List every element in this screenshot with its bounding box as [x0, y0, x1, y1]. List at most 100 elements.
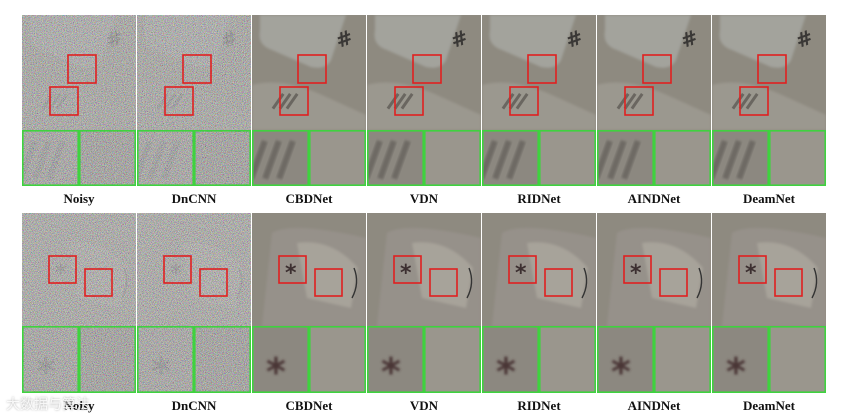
panel-deamnet-row2: * * DeamNet — [711, 213, 826, 413]
key-symbol: # — [677, 25, 701, 53]
zoom-inset — [309, 130, 366, 186]
roi-box — [774, 268, 803, 297]
roi-box — [297, 54, 327, 84]
svg-text:*: * — [496, 350, 516, 394]
zoom-inset: * — [137, 326, 194, 393]
roi-box — [199, 268, 228, 297]
roi-box — [182, 54, 212, 84]
zoom-inset — [654, 326, 711, 393]
zoom-inset — [769, 326, 826, 393]
label-cbdnet: CBDNet — [286, 398, 334, 413]
roi-box — [49, 86, 79, 116]
roi-box — [624, 86, 654, 116]
label-noisy: Noisy — [63, 191, 95, 206]
roi-box — [279, 86, 309, 116]
roi-box — [164, 86, 194, 116]
scene-image: # — [712, 15, 826, 130]
zoom-inset — [654, 130, 711, 186]
roi-box — [527, 54, 557, 84]
zoom-inset — [137, 130, 194, 186]
panel-noisy-row1: # Noisy — [21, 15, 137, 206]
scene-image: * — [482, 213, 596, 326]
zoom-inset — [252, 130, 309, 186]
scene-image: # — [22, 15, 136, 130]
roi-box — [67, 54, 97, 84]
zoom-inset: * — [22, 326, 79, 393]
label-aindnet: AINDNet — [628, 191, 681, 206]
scene-image: * — [252, 213, 366, 326]
roi-box — [278, 255, 307, 284]
key-symbol: * — [285, 261, 297, 286]
scene-image: * — [597, 213, 711, 326]
scene-image: * — [367, 213, 481, 326]
zoom-inset — [194, 326, 251, 393]
panel-dncnn-row1: # DnCNN — [137, 15, 252, 206]
scene-image: * — [712, 213, 826, 326]
roi-box — [48, 255, 77, 284]
roi-box — [393, 255, 422, 284]
roi-box — [659, 268, 688, 297]
zoom-inset — [22, 130, 79, 186]
roi-box — [314, 268, 343, 297]
svg-text:*: * — [266, 350, 286, 394]
zoom-inset — [367, 130, 424, 186]
key-symbol: * — [515, 261, 527, 286]
panel-ridnet-row2: **RIDNet — [481, 213, 596, 413]
zoom-inset — [712, 130, 769, 186]
label-cbdnet: CBDNet — [286, 191, 334, 206]
scene-image: # — [252, 15, 366, 130]
label-ridnet: RIDNet — [517, 398, 561, 413]
scene-image: # — [367, 15, 481, 130]
key-symbol: * — [745, 261, 757, 286]
zoom-inset — [424, 326, 481, 393]
key-symbol: # — [792, 25, 816, 53]
scene-image: # — [597, 15, 711, 130]
panel-ridnet-row1: # RIDNet — [481, 15, 596, 206]
label-dncnn: DnCNN — [172, 398, 217, 413]
key-symbol: # — [562, 25, 586, 53]
label-ridnet: RIDNet — [517, 191, 561, 206]
panel-noisy-row2: ** Noisy — [21, 213, 137, 413]
zoom-inset — [79, 326, 136, 393]
key-symbol: * — [630, 261, 642, 286]
key-symbol: # — [447, 25, 471, 53]
roi-box — [394, 86, 424, 116]
zoom-inset — [482, 130, 539, 186]
roi-box — [163, 255, 192, 284]
key-symbol: # — [332, 25, 356, 53]
roi-box — [739, 86, 769, 116]
zoom-inset — [79, 130, 136, 186]
roi-box — [509, 86, 539, 116]
zoom-inset — [539, 130, 596, 186]
zoom-inset — [597, 130, 654, 186]
label-deamnet: DeamNet — [743, 191, 796, 206]
panel-aindnet-row1: # AINDNet — [596, 15, 711, 206]
roi-box — [623, 255, 652, 284]
label-noisy: Noisy — [63, 398, 95, 413]
svg-text:*: * — [381, 350, 401, 394]
watermark-text: 大数据与算法 — [6, 396, 90, 412]
roi-box — [412, 54, 442, 84]
roi-box — [642, 54, 672, 84]
label-aindnet: AINDNet — [628, 398, 681, 413]
label-deamnet: DeamNet — [743, 398, 796, 413]
panel-cbdnet-row2: **CBDNet — [252, 213, 366, 413]
key-symbol: * — [400, 261, 412, 286]
label-vdn: VDN — [410, 191, 439, 206]
roi-box — [508, 255, 537, 284]
panel-vdn-row2: * * VDN — [366, 213, 481, 413]
zoom-inset: * — [597, 326, 654, 393]
panel-aindnet-row2: * * AINDNet — [596, 213, 711, 413]
zoom-inset — [539, 326, 596, 393]
panel-cbdnet-row1: # CBDNet — [252, 15, 366, 206]
zoom-inset — [424, 130, 481, 186]
roi-box — [544, 268, 573, 297]
scene-image: # — [482, 15, 596, 130]
zoom-inset: * — [712, 326, 769, 393]
roi-box — [429, 268, 458, 297]
panel-vdn-row1: # VDN — [366, 15, 481, 206]
zoom-inset — [309, 326, 366, 393]
zoom-inset: * — [252, 326, 309, 394]
roi-box — [738, 255, 767, 284]
